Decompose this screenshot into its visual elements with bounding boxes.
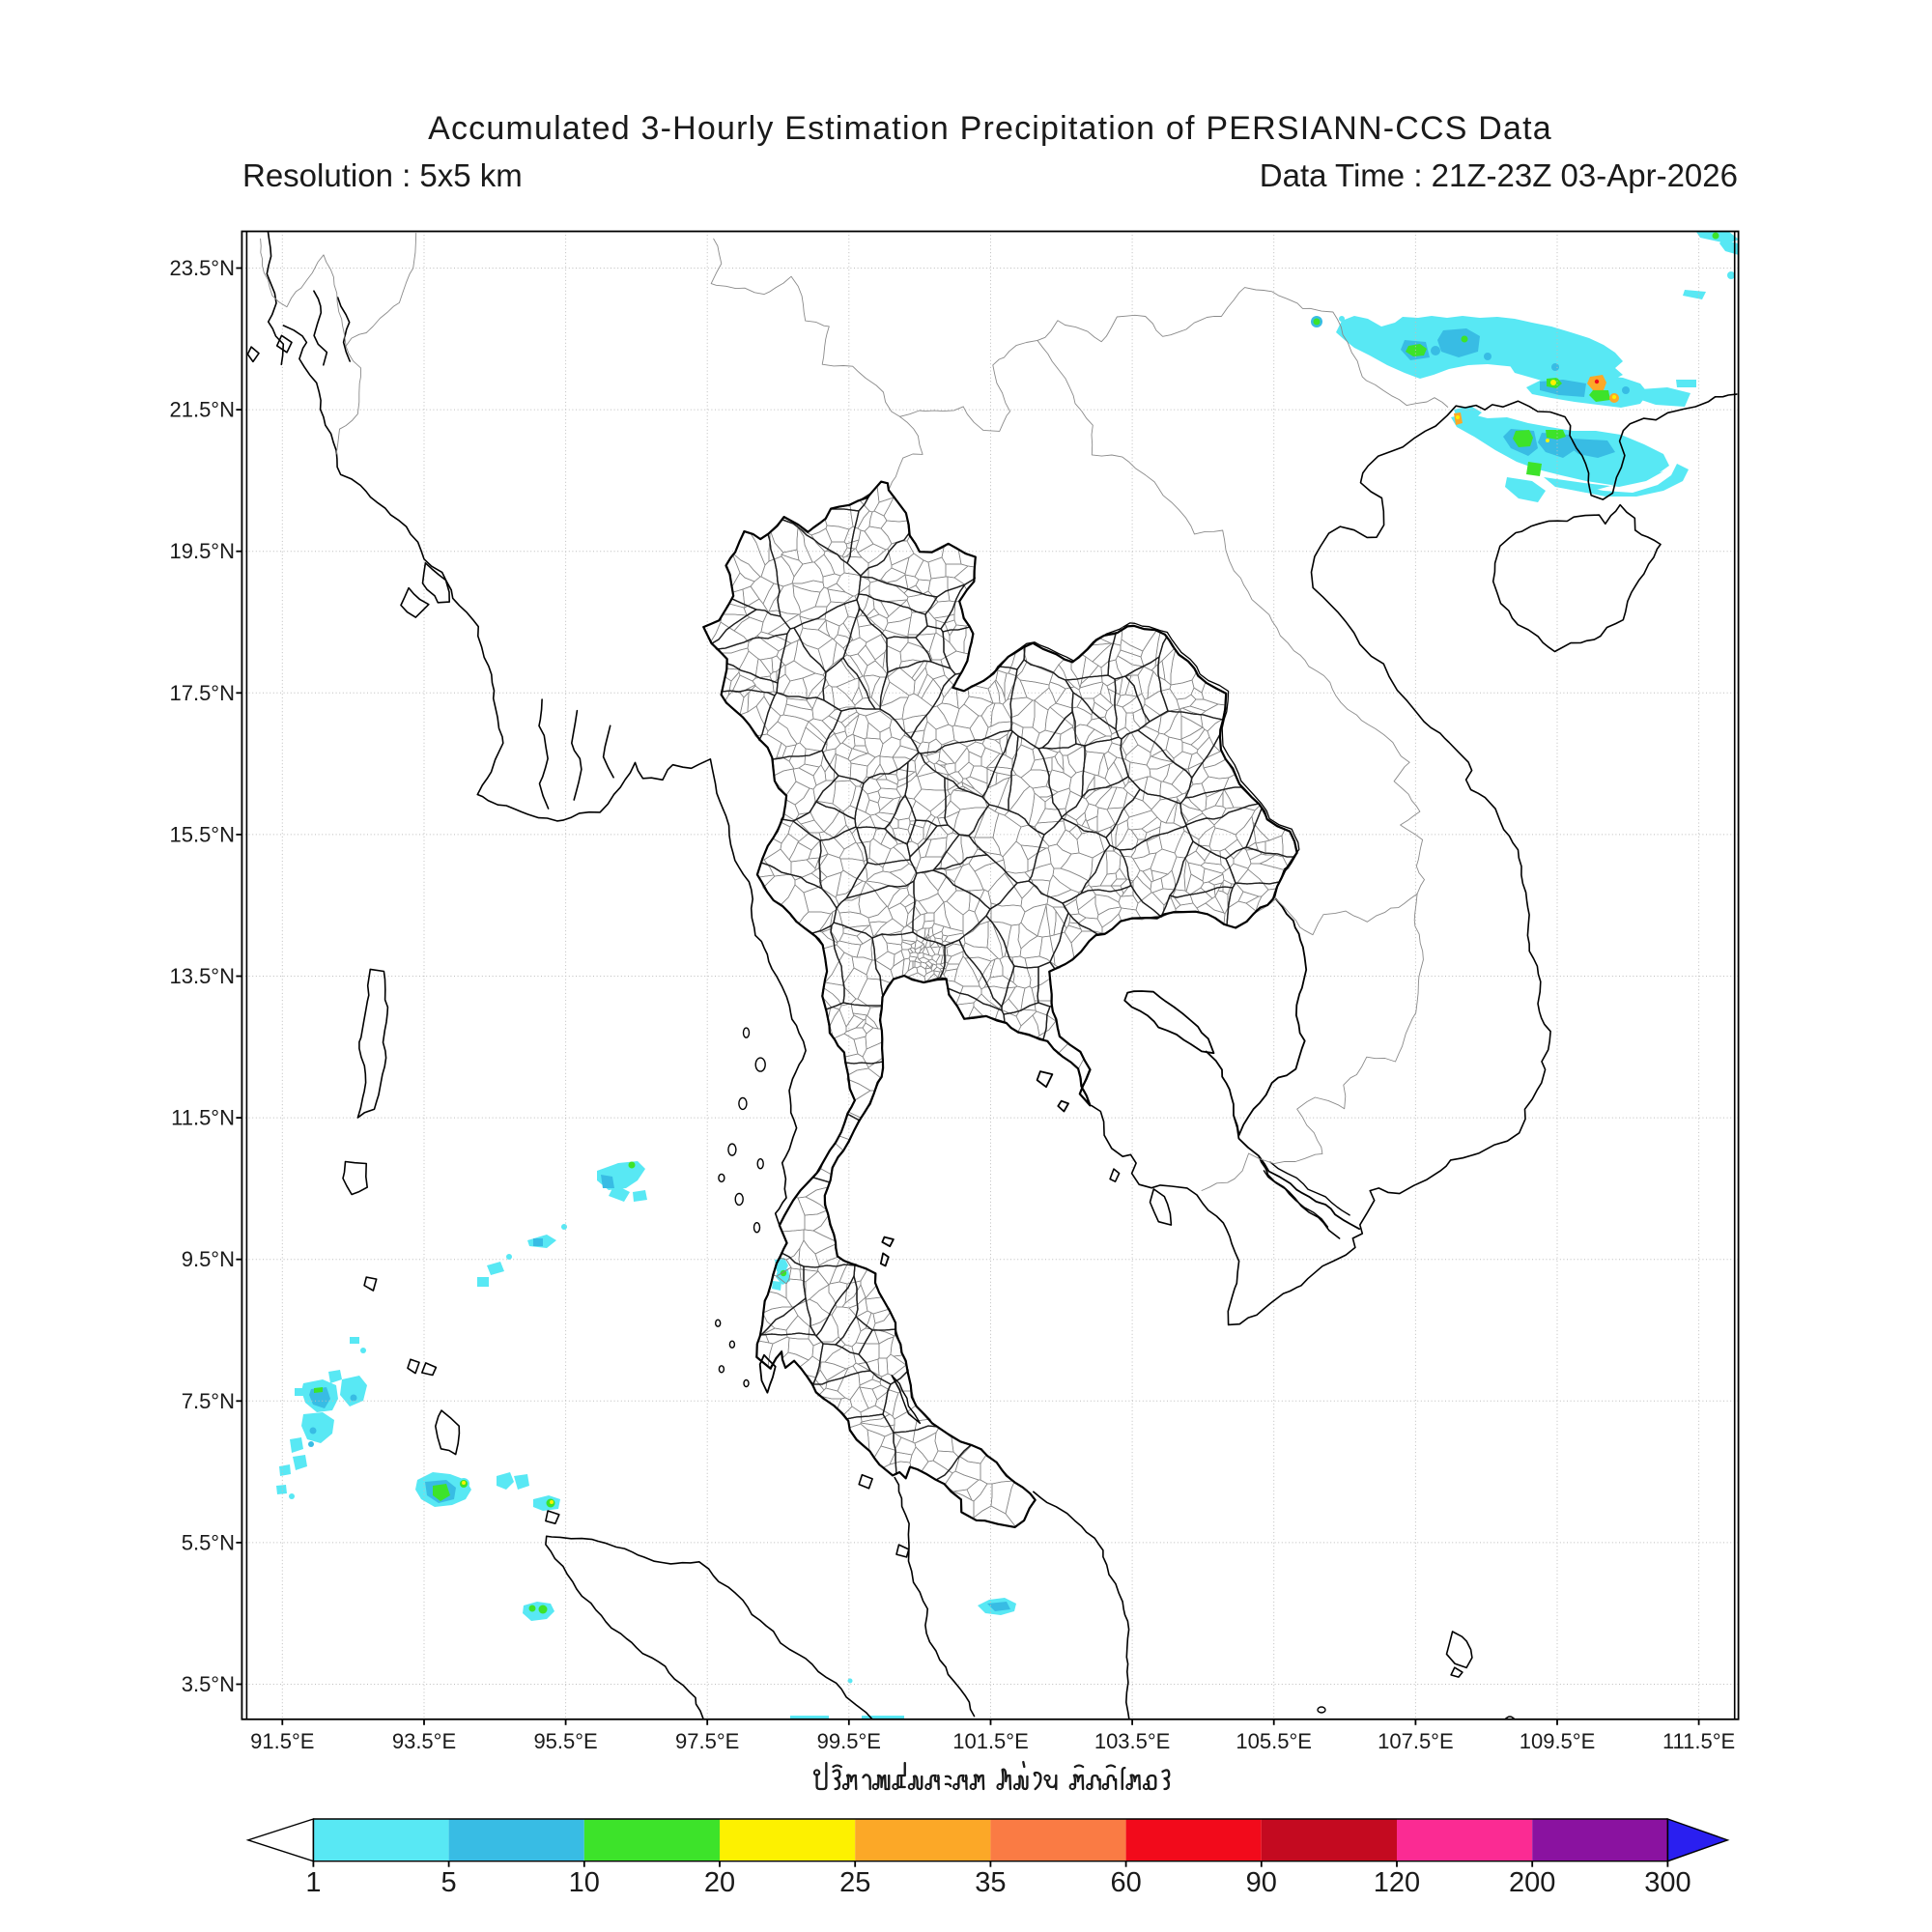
svg-text:Accumulated 3-Hourly Estimatio: Accumulated 3-Hourly Estimation Precipit… [428, 110, 1552, 147]
svg-text:97.5°E: 97.5°E [675, 1729, 739, 1753]
svg-text:3.5°N: 3.5°N [182, 1672, 235, 1696]
svg-text:21.5°N: 21.5°N [169, 398, 235, 422]
svg-text:15.5°N: 15.5°N [169, 822, 235, 846]
svg-text:10: 10 [569, 1867, 600, 1898]
svg-text:19.5°N: 19.5°N [169, 539, 235, 563]
svg-text:Data Time : 21Z-23Z 03-Apr-202: Data Time : 21Z-23Z 03-Apr-2026 [1260, 157, 1738, 193]
svg-text:17.5°N: 17.5°N [169, 681, 235, 705]
svg-text:35: 35 [975, 1867, 1006, 1898]
svg-text:300: 300 [1644, 1867, 1690, 1898]
svg-text:107.5°E: 107.5°E [1378, 1729, 1454, 1753]
svg-text:1: 1 [305, 1867, 321, 1898]
svg-text:109.5°E: 109.5°E [1520, 1729, 1596, 1753]
svg-text:120: 120 [1374, 1867, 1420, 1898]
svg-text:20: 20 [704, 1867, 735, 1898]
svg-text:13.5°N: 13.5°N [169, 964, 235, 988]
svg-text:105.5°E: 105.5°E [1236, 1729, 1312, 1753]
svg-text:Resolution : 5x5 km: Resolution : 5x5 km [242, 157, 523, 193]
svg-text:95.5°E: 95.5°E [533, 1729, 597, 1753]
svg-text:200: 200 [1509, 1867, 1555, 1898]
svg-text:93.5°E: 93.5°E [392, 1729, 456, 1753]
svg-text:90: 90 [1246, 1867, 1277, 1898]
svg-text:99.5°E: 99.5°E [817, 1729, 881, 1753]
svg-text:23.5°N: 23.5°N [169, 256, 235, 280]
svg-text:11.5°N: 11.5°N [171, 1106, 235, 1130]
svg-text:25: 25 [839, 1867, 870, 1898]
svg-text:111.5°E: 111.5°E [1662, 1729, 1735, 1753]
svg-text:5: 5 [441, 1867, 457, 1898]
svg-text:103.5°E: 103.5°E [1094, 1729, 1171, 1753]
svg-text:91.5°E: 91.5°E [250, 1729, 314, 1753]
svg-text:101.5°E: 101.5°E [952, 1729, 1029, 1753]
svg-text:9.5°N: 9.5°N [182, 1247, 235, 1271]
svg-text:5.5°N: 5.5°N [182, 1530, 235, 1554]
svg-text:60: 60 [1110, 1867, 1141, 1898]
svg-text:7.5°N: 7.5°N [182, 1389, 235, 1413]
